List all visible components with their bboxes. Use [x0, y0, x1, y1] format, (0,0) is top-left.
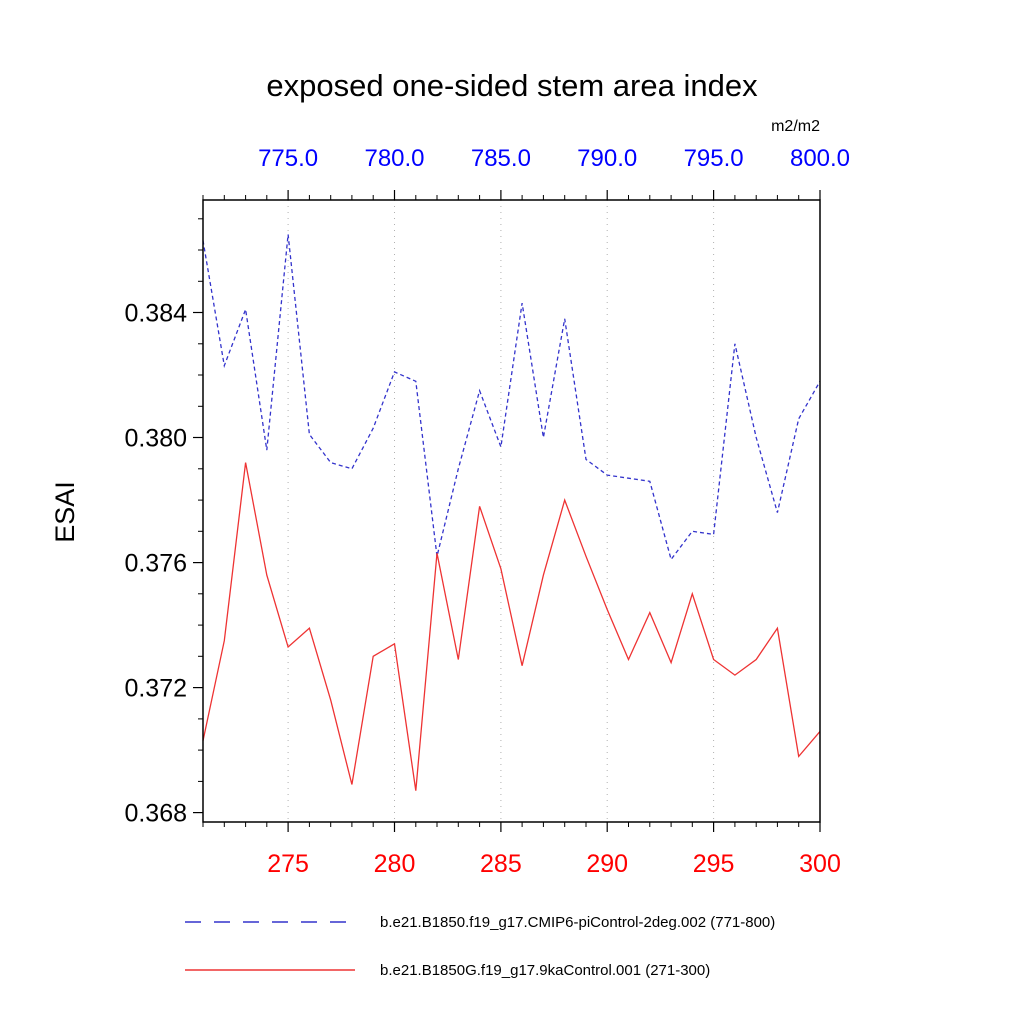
svg-text:780.0: 780.0 [364, 145, 424, 172]
plot-frame [202, 199, 821, 823]
svg-text:785.0: 785.0 [471, 145, 531, 172]
svg-text:280: 280 [374, 850, 416, 878]
svg-text:290: 290 [586, 850, 628, 878]
units-label: m2/m2 [771, 118, 820, 135]
svg-text:0.368: 0.368 [124, 800, 187, 828]
svg-text:790.0: 790.0 [577, 145, 637, 172]
svg-text:0.372: 0.372 [124, 675, 187, 703]
legend-line-sample-dashed [185, 921, 355, 923]
legend-item-9kacontrol: b.e21.B1850G.f19_g17.9kaControl.001 (271… [185, 960, 710, 980]
legend-label: b.e21.B1850.f19_g17.CMIP6-piControl-2deg… [380, 913, 776, 931]
svg-text:295: 295 [693, 850, 735, 878]
svg-text:775.0: 775.0 [258, 145, 318, 172]
chart-title: exposed one-sided stem area index [266, 68, 758, 103]
svg-text:300: 300 [799, 850, 841, 878]
svg-text:0.376: 0.376 [124, 550, 187, 578]
legend-line-sample-solid [185, 969, 355, 971]
legend-label: b.e21.B1850G.f19_g17.9kaControl.001 (271… [380, 961, 711, 979]
svg-text:0.380: 0.380 [124, 425, 187, 453]
svg-text:0.384: 0.384 [124, 300, 187, 328]
legend-item-picontrol: b.e21.B1850.f19_g17.CMIP6-piControl-2deg… [185, 912, 775, 932]
series-line-1 [202, 462, 821, 791]
svg-text:795.0: 795.0 [684, 145, 744, 172]
svg-text:285: 285 [480, 850, 522, 878]
svg-text:275: 275 [267, 850, 309, 878]
series-line-0 [202, 234, 821, 561]
svg-text:800.0: 800.0 [790, 145, 850, 172]
